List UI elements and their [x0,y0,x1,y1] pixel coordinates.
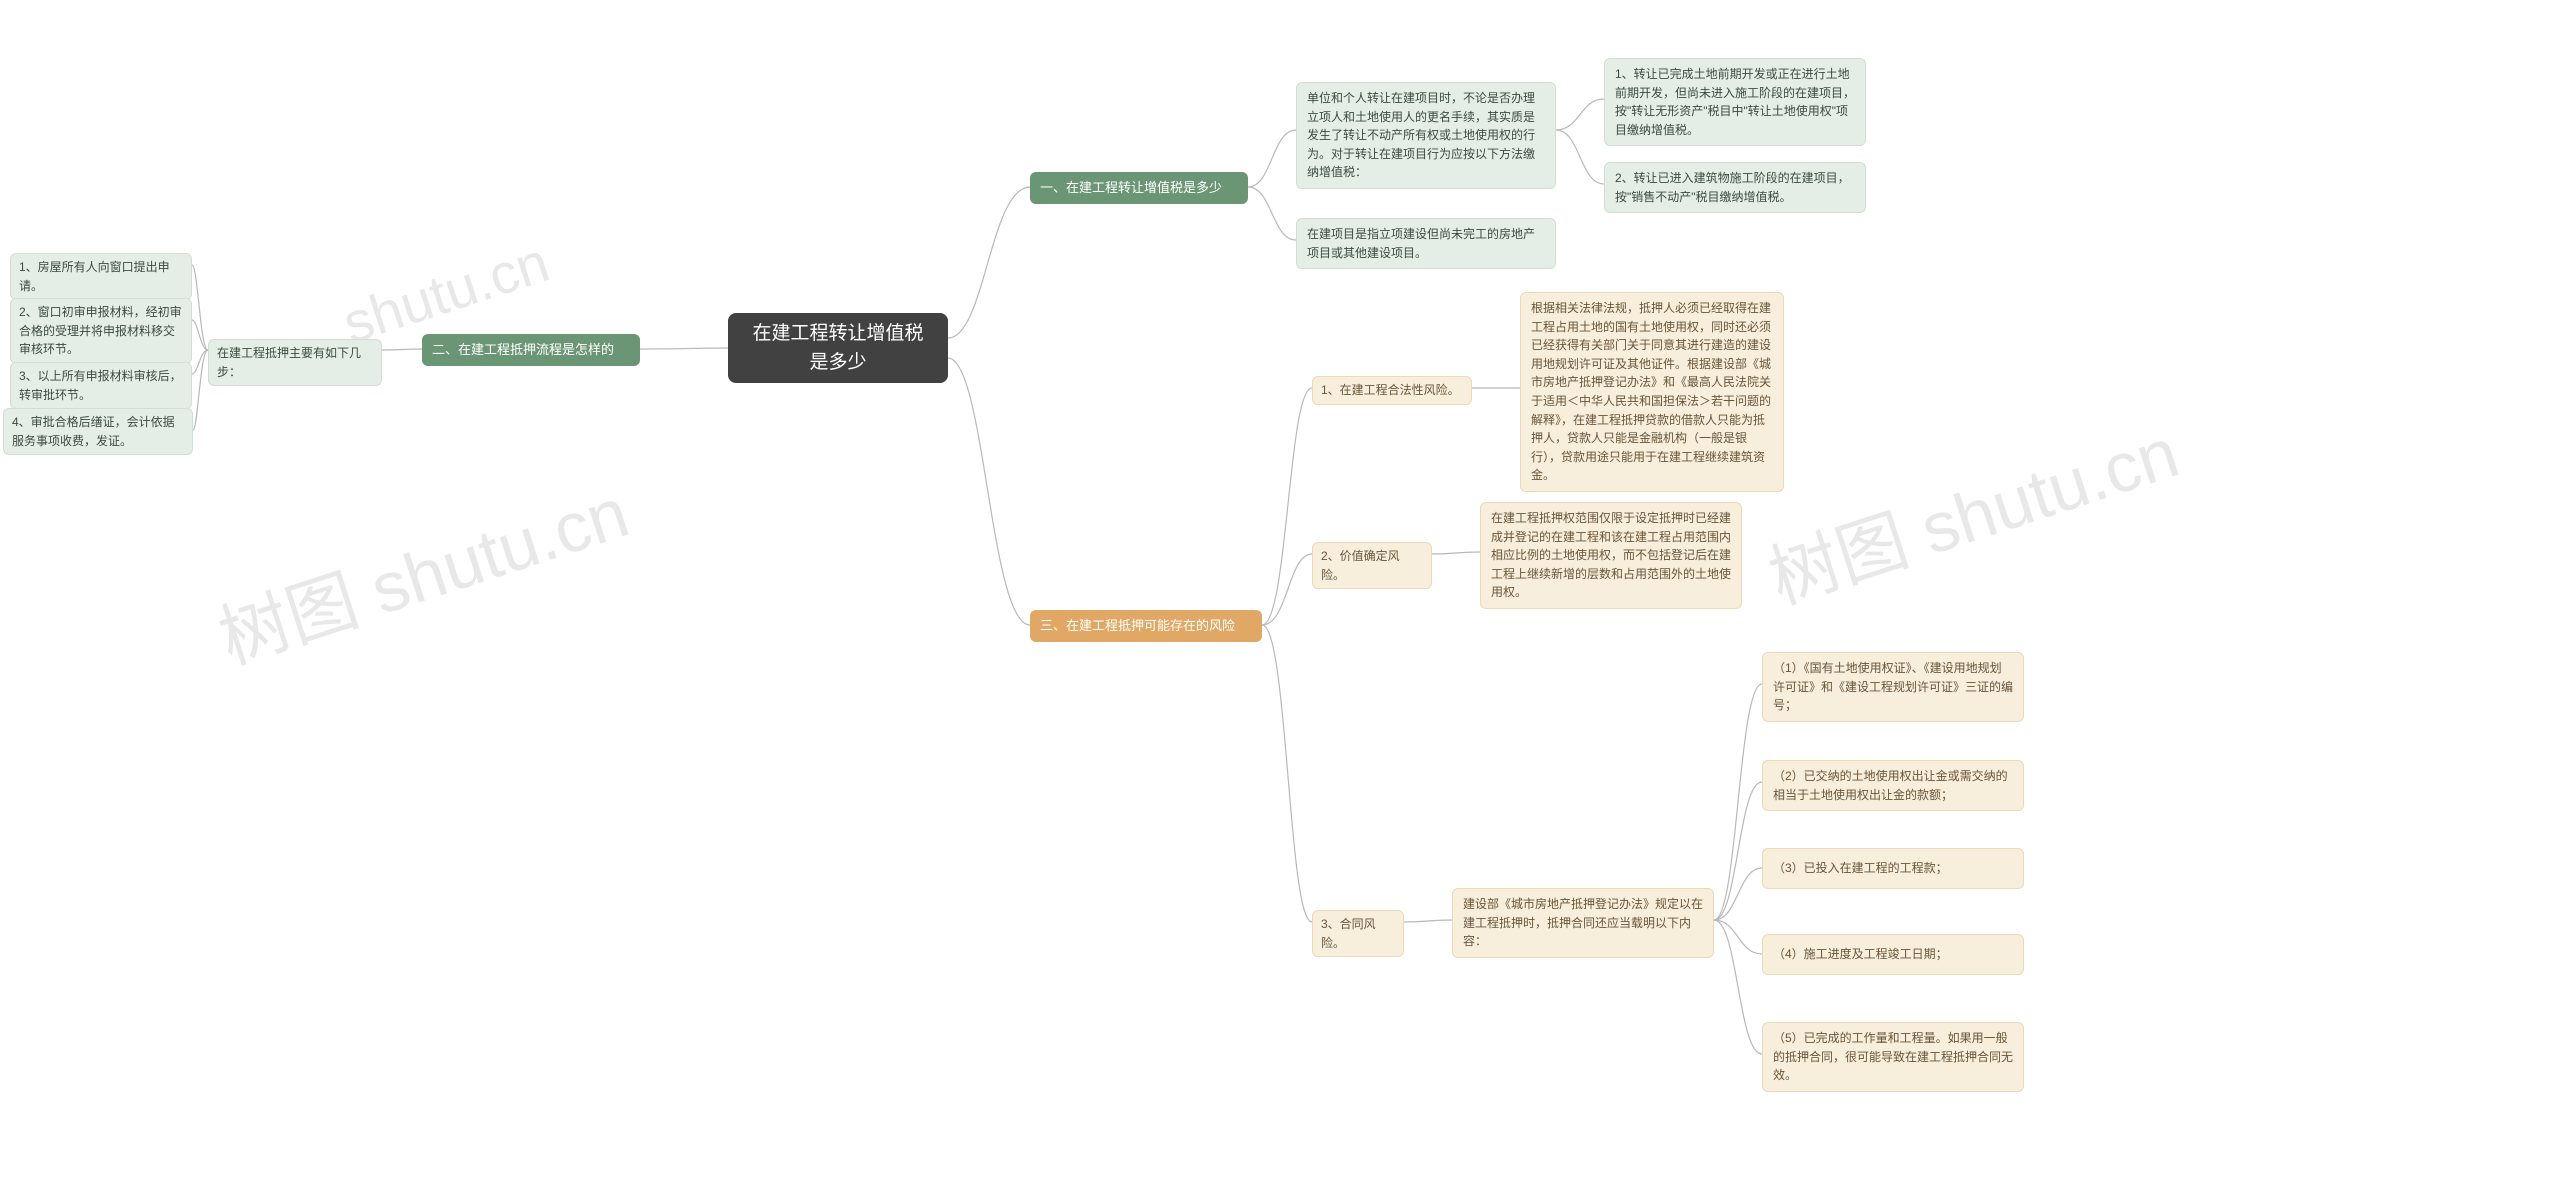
leaf-2-4[interactable]: 4、审批合格后缮证，会计依据服务事项收费，发证。 [3,408,193,455]
watermark: 树图 shutu.cn [205,457,640,684]
leaf-3-3-1[interactable]: （1）《国有土地使用权证》、《建设用地规划许可证》和《建设工程规划许可证》三证的… [1762,652,2024,722]
leaf-1-1[interactable]: 1、转让已完成土地前期开发或正在进行土地前期开发，但尚未进入施工阶段的在建项目，… [1604,58,1866,146]
branch-1-sub-1[interactable]: 单位和个人转让在建项目时，不论是否办理立项人和土地使用人的更名手续，其实质是发生… [1296,82,1556,189]
branch-3-sub-1[interactable]: 1、在建工程合法性风险。 [1312,376,1472,405]
branch-1-sub-2[interactable]: 在建项目是指立项建设但尚未完工的房地产项目或其他建设项目。 [1296,218,1556,269]
leaf-3-1[interactable]: 根据相关法律法规，抵押人必须已经取得在建工程占用土地的国有土地使用权，同时还必须… [1520,292,1784,492]
leaf-2-2[interactable]: 2、窗口初审申报材料，经初审合格的受理并将申报材料移交审核环节。 [10,298,192,364]
leaf-3-3-3[interactable]: （3）已投入在建工程的工程款； [1762,848,2024,889]
connector-layer [0,0,2560,1199]
leaf-3-3-2[interactable]: （2）已交纳的土地使用权出让金或需交纳的相当于土地使用权出让金的款额； [1762,760,2024,811]
branch-3-sub-3[interactable]: 3、合同风险。 [1312,910,1404,957]
leaf-3-3-5[interactable]: （5）已完成的工作量和工程量。如果用一般的抵押合同，很可能导致在建工程抵押合同无… [1762,1022,2024,1092]
leaf-2-3[interactable]: 3、以上所有申报材料审核后，转审批环节。 [10,362,192,409]
branch-3-sub-2[interactable]: 2、价值确定风险。 [1312,542,1432,589]
branch-2[interactable]: 二、在建工程抵押流程是怎样的 [422,334,640,366]
leaf-2-1[interactable]: 1、房屋所有人向窗口提出申请。 [10,253,192,300]
branch-1[interactable]: 一、在建工程转让增值税是多少 [1030,172,1248,204]
leaf-1-2[interactable]: 2、转让已进入建筑物施工阶段的在建项目，按"销售不动产"税目缴纳增值税。 [1604,162,1866,213]
leaf-3-3-4[interactable]: （4）施工进度及工程竣工日期； [1762,934,2024,975]
root-node[interactable]: 在建工程转让增值税是多少 [728,313,948,383]
branch-3[interactable]: 三、在建工程抵押可能存在的风险 [1030,610,1262,642]
branch-3-sub-3-mid[interactable]: 建设部《城市房地产抵押登记办法》规定以在建工程抵押时，抵押合同还应当载明以下内容… [1452,888,1714,958]
branch-2-sub[interactable]: 在建工程抵押主要有如下几步： [208,339,382,386]
leaf-3-2[interactable]: 在建工程抵押权范围仅限于设定抵押时已经建成并登记的在建工程和该在建工程占用范围内… [1480,502,1742,609]
watermark: 树图 shutu.cn [1755,397,2190,624]
